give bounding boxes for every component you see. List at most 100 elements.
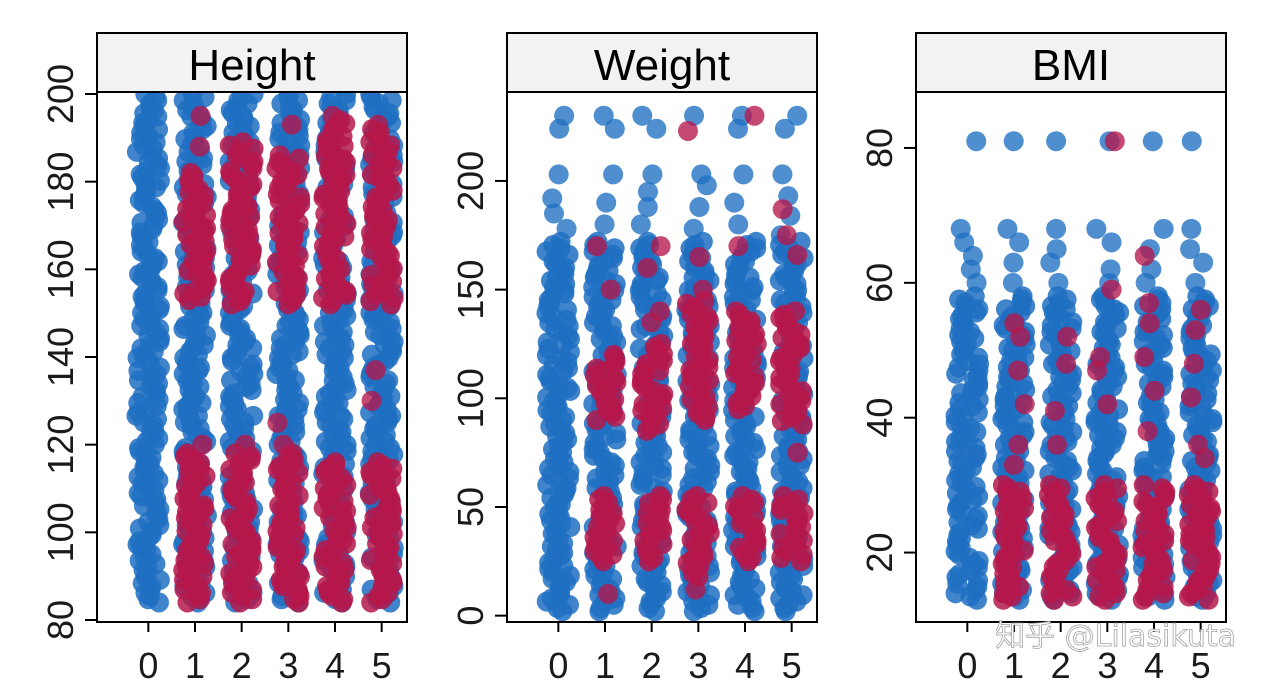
- data-point: [729, 537, 750, 558]
- data-point: [1010, 326, 1031, 347]
- data-point: [548, 164, 569, 185]
- data-point: [637, 257, 658, 278]
- data-point: [603, 344, 624, 365]
- data-point: [651, 333, 672, 354]
- data-point: [1040, 475, 1061, 496]
- data-point: [646, 118, 667, 139]
- data-point: [1180, 239, 1201, 260]
- data-point: [1134, 347, 1155, 367]
- data-point: [182, 93, 203, 104]
- data-point: [1139, 313, 1160, 334]
- data-point: [1086, 218, 1107, 239]
- panel-1: Height 80 100 120 140 160 180 200 0 1 2 3 4 5: [40, 32, 408, 685]
- x-tick-label: 5: [372, 645, 392, 685]
- data-point: [278, 93, 299, 104]
- data-point: [746, 231, 767, 252]
- data-point: [1046, 131, 1067, 152]
- data-point: [630, 214, 651, 235]
- data-point: [1087, 360, 1108, 381]
- y-tick-label: 80: [40, 600, 81, 640]
- x-tick-label: 1: [595, 645, 615, 685]
- y-tick-label: 180: [40, 152, 81, 212]
- points-layer: [945, 131, 1223, 610]
- y-tick-label: 120: [40, 415, 81, 475]
- data-point: [1046, 239, 1067, 260]
- y-tick-label: 20: [859, 533, 900, 573]
- data-point: [950, 218, 971, 239]
- x-tick-label: 2: [642, 645, 662, 685]
- data-point: [1139, 293, 1160, 314]
- x-tick-label: 4: [325, 645, 345, 685]
- data-point: [776, 225, 797, 246]
- data-point: [1101, 279, 1122, 300]
- data-point: [967, 505, 988, 526]
- data-point: [744, 366, 765, 387]
- data-point: [1193, 252, 1214, 273]
- data-point: [683, 218, 704, 239]
- data-point: [1181, 218, 1202, 239]
- data-point: [604, 238, 625, 259]
- data-point: [685, 579, 706, 600]
- data-point: [1002, 272, 1023, 293]
- data-point: [684, 105, 705, 126]
- data-point: [598, 583, 619, 604]
- data-point: [784, 301, 805, 322]
- data-point: [1048, 272, 1069, 293]
- watermark-text: 知乎 @Lilasikuta: [995, 619, 1236, 654]
- data-point: [650, 301, 671, 322]
- strip-header: [915, 32, 1227, 93]
- data-point: [772, 199, 793, 220]
- series-2: [173, 105, 404, 613]
- data-point: [637, 181, 658, 202]
- data-point: [1057, 326, 1078, 347]
- data-point: [1184, 475, 1205, 496]
- strip-header: [96, 32, 408, 93]
- data-point: [243, 405, 264, 426]
- y-tick-label: 150: [450, 260, 491, 320]
- data-point: [220, 161, 241, 182]
- data-point: [1200, 344, 1221, 365]
- strip-header: [506, 32, 818, 93]
- y-tick-label: 50: [450, 487, 491, 527]
- data-point: [1008, 434, 1029, 455]
- data-point: [1100, 259, 1121, 280]
- data-point: [368, 114, 389, 135]
- data-point: [177, 443, 198, 464]
- data-point: [1009, 232, 1030, 253]
- data-point: [594, 214, 615, 235]
- data-point: [543, 203, 564, 224]
- data-point: [322, 105, 343, 126]
- data-point: [190, 105, 211, 126]
- data-point: [1046, 218, 1067, 239]
- data-point: [732, 486, 753, 507]
- x-tick-label: 5: [782, 645, 802, 685]
- data-point: [361, 390, 382, 411]
- data-point: [649, 486, 670, 507]
- data-point: [594, 486, 615, 507]
- data-point: [1044, 400, 1065, 421]
- data-point: [1137, 421, 1158, 442]
- data-point: [1185, 320, 1206, 341]
- x-tick-label: 0: [957, 645, 977, 685]
- y-tick-label: 100: [40, 502, 81, 562]
- data-point: [593, 105, 614, 126]
- data-point: [556, 299, 577, 320]
- data-point: [691, 164, 712, 185]
- data-point: [604, 118, 625, 139]
- x-tick-label: 3: [278, 645, 298, 685]
- data-point: [1003, 454, 1024, 475]
- data-point: [1056, 353, 1077, 374]
- x-tick-label: 0: [138, 645, 158, 685]
- x-tick-label: 2: [1051, 645, 1071, 685]
- data-point: [632, 105, 653, 126]
- data-point: [381, 93, 402, 111]
- data-point: [232, 132, 253, 153]
- data-point: [596, 192, 617, 213]
- data-point: [1003, 252, 1024, 273]
- data-point: [1153, 218, 1174, 239]
- panel-title: Weight: [594, 41, 730, 90]
- data-point: [606, 423, 627, 444]
- data-point: [787, 442, 808, 463]
